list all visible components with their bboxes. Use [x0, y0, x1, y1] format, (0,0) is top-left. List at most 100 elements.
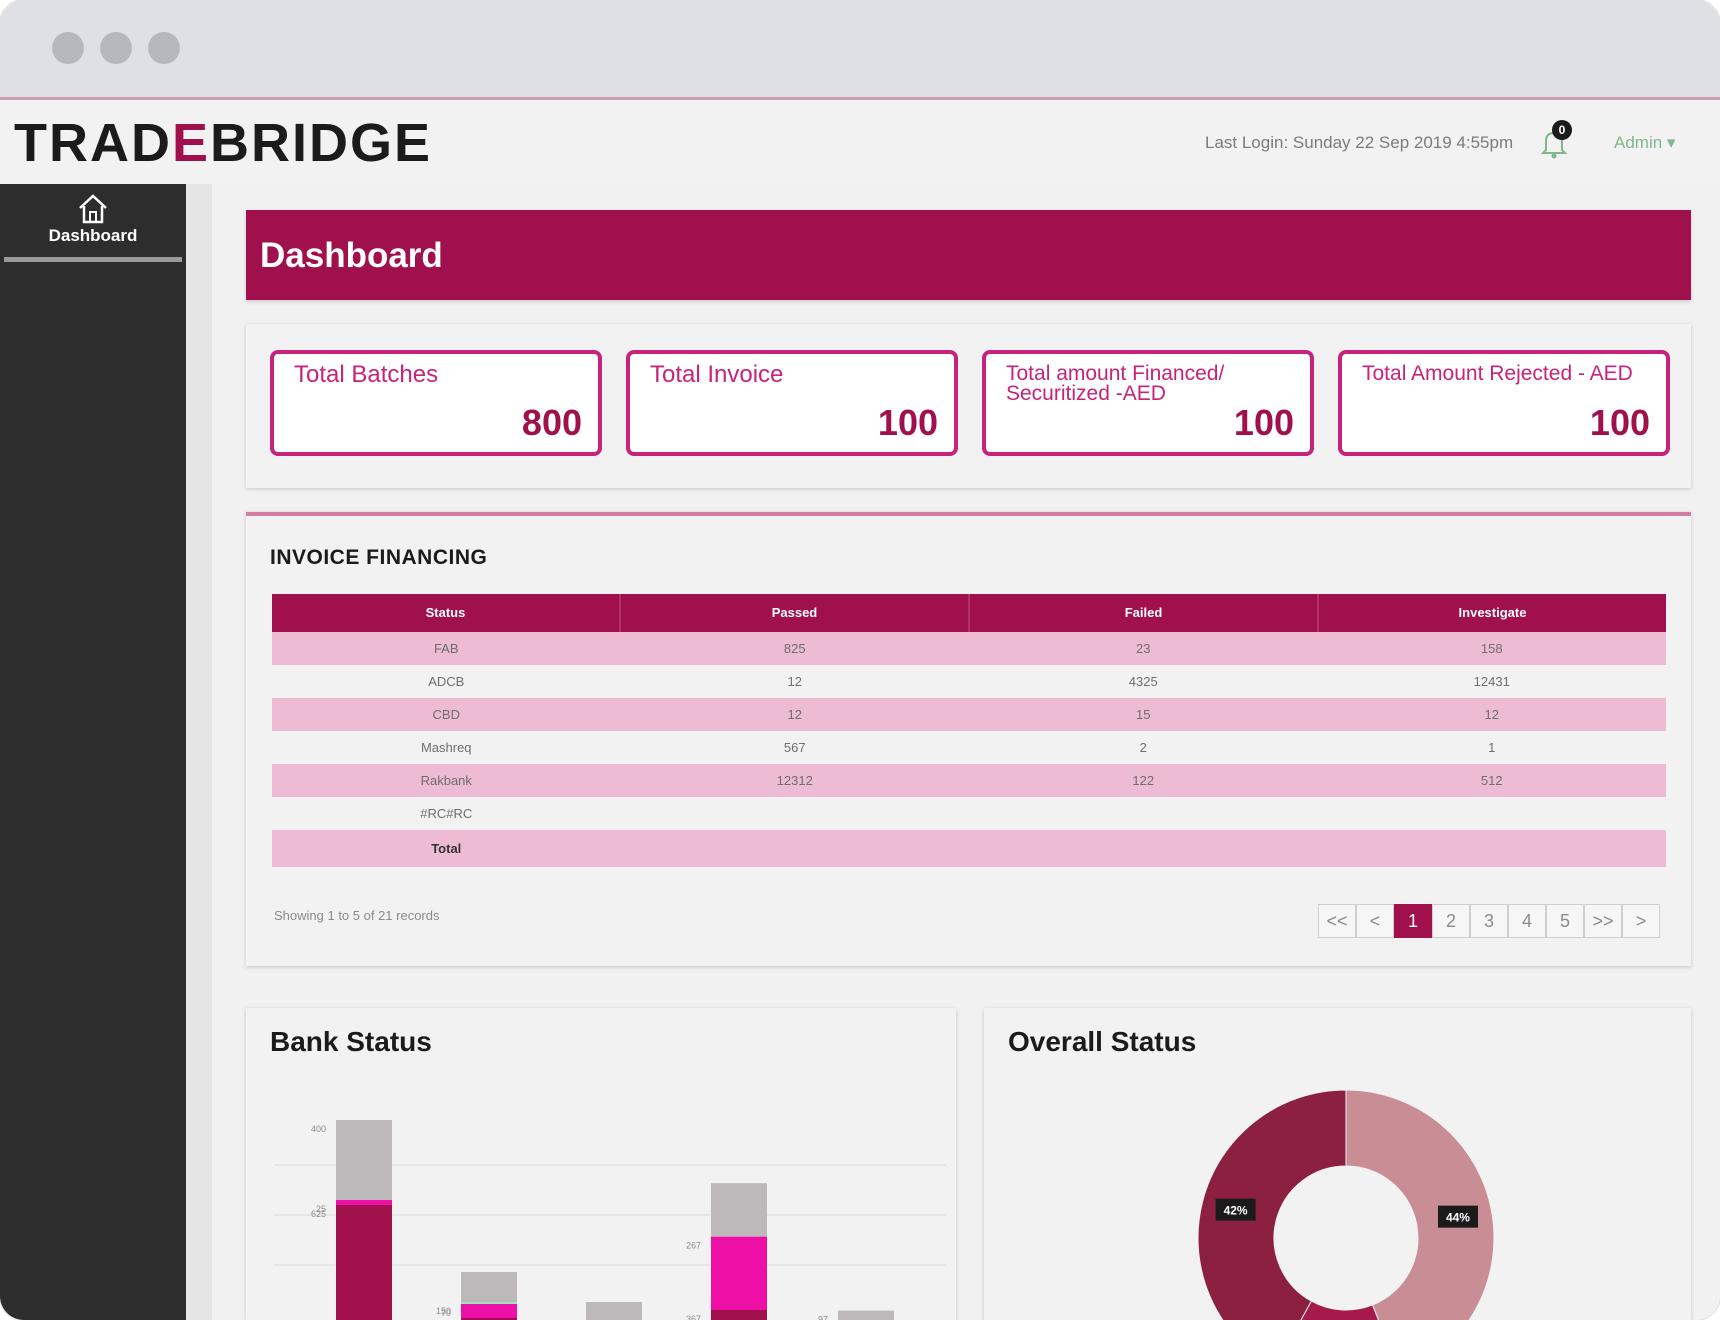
window-maximize-dot[interactable] [148, 32, 180, 64]
table-cell: ADCB [428, 674, 465, 689]
bar-segment[interactable] [711, 1236, 767, 1310]
admin-menu[interactable]: Admin ▾ [1614, 133, 1676, 152]
table-row[interactable]: FAB 825 23 158 [272, 632, 1666, 665]
bar-segment[interactable] [711, 1310, 767, 1320]
bar-value-label: 400 [311, 1124, 326, 1134]
pagination: << < 1 2 3 4 5 >> > [1318, 904, 1660, 938]
first-page-button[interactable]: << [1318, 904, 1356, 938]
top-header: TRADEBRIDGE Last Login: Sunday 22 Sep 20… [0, 97, 1720, 183]
table-row[interactable]: CBD 12 15 12 [272, 698, 1666, 731]
page-button-4[interactable]: 4 [1508, 904, 1546, 938]
table-cell [1318, 797, 1667, 830]
bar-segment[interactable] [336, 1120, 392, 1200]
column-header[interactable]: Passed [621, 594, 970, 632]
stat-label: Total Batches [294, 361, 439, 388]
bar-segment[interactable] [838, 1310, 894, 1320]
page-header-banner: Dashboard [246, 210, 1691, 300]
table-cell: #RC#RC [420, 806, 473, 821]
bar-segment[interactable] [711, 1183, 767, 1237]
column-header[interactable]: Status [272, 594, 621, 632]
invoice-financing-title: INVOICE FINANCING [270, 546, 488, 569]
overall-status-chart: 44% 42% [1197, 1089, 1495, 1320]
bar-value-label: 150 [436, 1306, 451, 1316]
table-cell: 12 [787, 707, 802, 722]
last-page-button[interactable]: >> [1584, 904, 1622, 938]
slice-label: 44% [1446, 1211, 1470, 1225]
bar-value-label: 267 [686, 1241, 701, 1251]
bar-segment[interactable] [461, 1304, 517, 1318]
table-cell: 567 [783, 740, 806, 755]
bar-value-label: 97 [818, 1315, 828, 1320]
stat-value: 100 [1589, 402, 1650, 443]
table-cell: 12 [1484, 707, 1499, 722]
table-row[interactable]: Rakbank 12312 122 512 [272, 764, 1666, 797]
table-cell: 2 [1139, 740, 1147, 755]
window-minimize-dot[interactable] [100, 32, 132, 64]
sidebar-active-indicator [4, 257, 182, 262]
last-login-text: Last Login: Sunday 22 Sep 2019 4:55pm [1205, 133, 1514, 152]
bar-segment[interactable] [461, 1318, 517, 1320]
logo-text-right: BRIDGE [210, 113, 433, 173]
donut-slice[interactable] [1197, 1089, 1347, 1320]
window-chrome [0, 0, 1720, 97]
stat-label: Total Amount Rejected - AED [1362, 362, 1633, 385]
bar-value-label: 25 [316, 1204, 326, 1214]
stat-label: Total Invoice [650, 361, 784, 388]
prev-page-button[interactable]: < [1356, 904, 1394, 938]
bar-segment[interactable] [461, 1302, 517, 1304]
bar-value-label: 625 [311, 1209, 326, 1219]
overall-status-title: Overall Status [1008, 1026, 1197, 1057]
bank-status-panel: Bank Status 625254007015010036726797 [246, 1008, 956, 1320]
sidebar-item-label: Dashboard [48, 226, 138, 245]
bank-status-chart: 625254007015010036726797 [274, 1120, 946, 1320]
stat-label: Total amount Financed/ Securitized -AED [1006, 362, 1225, 405]
stat-card-total-batches: Total Batches 800 [270, 350, 602, 456]
logo-text-left: TRAD [14, 113, 172, 173]
tradebridge-logo[interactable]: TRADEBRIDGE [14, 112, 432, 174]
column-header[interactable]: Investigate [1458, 605, 1527, 620]
sidebar-item-dashboard[interactable]: Dashboard [0, 184, 186, 256]
stat-card-total-invoice: Total Invoice 100 [626, 350, 958, 456]
slice-label-bg [1215, 1198, 1256, 1221]
table-cell: 825 [783, 641, 806, 656]
slice-label-bg [1437, 1205, 1478, 1228]
records-count-text: Showing 1 to 5 of 21 records [274, 908, 440, 923]
page-button-1[interactable]: 1 [1394, 904, 1432, 938]
table-cell: 512 [1480, 773, 1503, 788]
invoice-financing-table: Status Passed Failed Investigate FAB 825… [272, 594, 1666, 867]
donut-slice[interactable] [1275, 1300, 1401, 1320]
bar-segment[interactable] [586, 1302, 642, 1320]
bar-segment[interactable] [336, 1205, 392, 1320]
page-button-3[interactable]: 3 [1470, 904, 1508, 938]
stat-value: 100 [1233, 402, 1294, 443]
invoice-financing-panel: INVOICE FINANCING Status Passed Failed I… [246, 512, 1691, 966]
table-row[interactable]: #RC#RC [272, 797, 1666, 830]
table-cell [621, 797, 970, 830]
table-cell: Mashreq [420, 740, 472, 755]
column-header[interactable]: Failed [970, 594, 1319, 632]
stat-value: 800 [521, 402, 582, 443]
table-row[interactable]: ADCB 12 4325 12431 [272, 665, 1666, 698]
next-page-button[interactable]: > [1622, 904, 1660, 938]
table-row[interactable]: Mashreq 567 2 1 [272, 731, 1666, 764]
page-button-5[interactable]: 5 [1546, 904, 1584, 938]
notification-badge: 0 [1552, 120, 1572, 140]
table-cell: 15 [1136, 707, 1151, 722]
bar-segment[interactable] [461, 1272, 517, 1302]
stat-value: 100 [877, 402, 938, 443]
table-cell [621, 830, 970, 867]
window-close-dot[interactable] [52, 32, 84, 64]
table-cell: FAB [433, 641, 459, 656]
table-cell: 158 [1480, 641, 1503, 656]
table-cell: 122 [1132, 773, 1155, 788]
table-cell: Total [431, 841, 462, 856]
bar-segment[interactable] [336, 1200, 392, 1205]
slice-label: 42% [1224, 1204, 1248, 1218]
sidebar: Dashboard [0, 184, 186, 1320]
bank-status-title: Bank Status [270, 1026, 432, 1057]
table-cell: CBD [432, 707, 460, 722]
page-button-2[interactable]: 2 [1432, 904, 1470, 938]
donut-slice[interactable] [1345, 1089, 1495, 1320]
table-cell: 12431 [1473, 674, 1510, 689]
